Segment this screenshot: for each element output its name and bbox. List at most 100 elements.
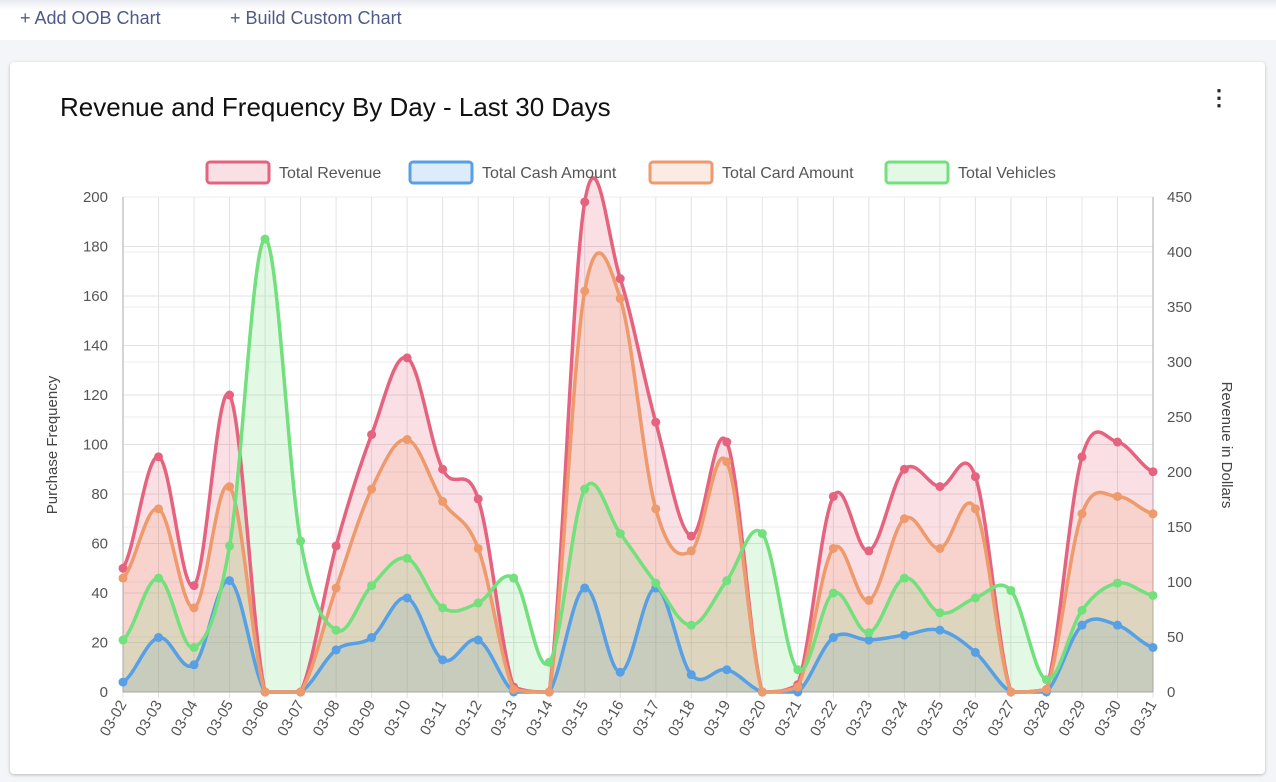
y2-tick-label: 200: [1167, 464, 1192, 481]
toolbar-shadow: [0, 0, 1276, 10]
data-point: [828, 633, 838, 643]
data-point: [864, 595, 874, 605]
data-point: [296, 536, 306, 546]
y-tick-label: 180: [83, 239, 108, 256]
data-point: [828, 588, 838, 598]
data-point: [402, 593, 412, 603]
y2-tick-label: 300: [1167, 354, 1192, 371]
data-point: [970, 472, 980, 482]
data-point: [580, 484, 590, 494]
legend-swatch: [408, 160, 474, 185]
data-point: [509, 573, 519, 583]
data-point: [473, 494, 483, 504]
y-tick-label: 80: [91, 486, 108, 503]
x-tick-label: 03-26: [949, 698, 983, 740]
x-tick-label: 03-22: [807, 698, 841, 740]
y2-tick-label: 350: [1167, 299, 1192, 316]
build-custom-chart-link[interactable]: + Build Custom Chart: [230, 8, 402, 28]
data-point: [615, 274, 625, 284]
data-point: [260, 687, 270, 697]
y2-tick-label: 150: [1167, 519, 1192, 536]
data-point: [935, 482, 945, 492]
data-point: [1077, 509, 1087, 519]
data-point: [580, 286, 590, 296]
data-point: [1148, 590, 1158, 600]
y-tick-label: 40: [91, 585, 108, 602]
legend-label: Total Vehicles: [958, 165, 1056, 182]
data-point: [899, 573, 909, 583]
data-point: [1077, 620, 1087, 630]
x-tick-label: 03-20: [736, 698, 770, 740]
data-point: [189, 603, 199, 613]
x-tick-label: 03-27: [984, 698, 1018, 740]
x-tick-label: 03-06: [239, 698, 273, 740]
x-tick-label: 03-11: [417, 698, 450, 739]
data-point: [118, 563, 128, 573]
data-point: [651, 417, 661, 427]
legend-swatch: [884, 160, 950, 185]
data-point: [544, 687, 554, 697]
data-point: [438, 496, 448, 506]
data-point: [1077, 605, 1087, 615]
y2-tick-label: 250: [1167, 409, 1192, 426]
data-point: [1006, 586, 1016, 596]
data-point: [331, 645, 341, 655]
x-tick-label: 03-17: [629, 698, 663, 740]
series-area-2: [123, 252, 1153, 692]
y-tick-label: 20: [91, 635, 108, 652]
data-point: [1041, 675, 1051, 685]
data-point: [686, 670, 696, 680]
y2-tick-label: 400: [1167, 244, 1192, 261]
x-tick-label: 03-24: [878, 698, 912, 740]
x-tick-label: 03-12: [452, 698, 486, 740]
data-point: [686, 531, 696, 541]
data-point: [757, 687, 767, 697]
data-point: [473, 543, 483, 553]
add-oob-chart-link[interactable]: + Add OOB Chart: [20, 8, 161, 28]
data-point: [260, 234, 270, 244]
data-point: [899, 514, 909, 524]
data-point: [935, 625, 945, 635]
x-tick-label: 03-03: [132, 698, 166, 740]
x-tick-label: 03-05: [203, 698, 237, 740]
legend-label: Total Revenue: [279, 165, 381, 182]
data-point: [1148, 509, 1158, 519]
x-tick-label: 03-02: [97, 698, 131, 740]
y-tick-label: 0: [100, 684, 108, 701]
legend-label: Total Card Amount: [722, 165, 854, 182]
legend-label: Total Cash Amount: [482, 165, 617, 182]
data-point: [189, 660, 199, 670]
data-point: [970, 593, 980, 603]
series-area-3: [123, 239, 1153, 692]
data-point: [225, 576, 235, 586]
data-point: [864, 546, 874, 556]
data-point: [225, 541, 235, 551]
data-point: [225, 390, 235, 400]
data-point: [1112, 578, 1122, 588]
data-point: [438, 603, 448, 613]
data-point: [970, 504, 980, 514]
series-area-0: [123, 177, 1153, 692]
chart-title: Revenue and Frequency By Day - Last 30 D…: [60, 92, 611, 122]
data-point: [1148, 642, 1158, 652]
top-toolbar: + Add OOB Chart + Build Custom Chart: [0, 0, 1276, 40]
data-point: [864, 628, 874, 638]
data-point: [651, 578, 661, 588]
data-point: [118, 573, 128, 583]
data-point: [154, 633, 164, 643]
data-point: [402, 553, 412, 563]
data-point: [580, 583, 590, 593]
kebab-menu-icon[interactable]: ⋮: [1208, 85, 1230, 110]
data-point: [722, 457, 732, 467]
data-point: [544, 657, 554, 667]
y-tick-label: 120: [83, 387, 108, 404]
data-point: [154, 452, 164, 462]
data-point: [1148, 467, 1158, 477]
x-tick-label: 03-29: [1056, 698, 1090, 740]
data-point: [828, 543, 838, 553]
y-tick-label: 200: [83, 189, 108, 206]
data-point: [1112, 491, 1122, 501]
data-point: [189, 581, 199, 591]
x-tick-label: 03-16: [594, 698, 628, 740]
